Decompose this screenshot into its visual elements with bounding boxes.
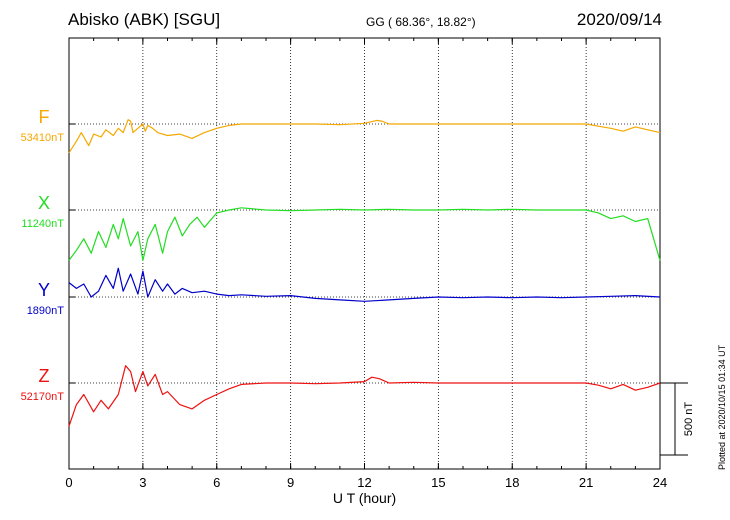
series-name-z: Z (39, 366, 50, 386)
series-line-z (68, 365, 661, 427)
series-baseline-label: 53410nT (21, 132, 65, 144)
series-line-x (68, 207, 661, 261)
x-tick-label: 12 (357, 475, 371, 490)
x-tick-label: 18 (505, 475, 519, 490)
x-tick-label: 6 (213, 475, 220, 490)
x-tick-label: 9 (287, 475, 294, 490)
x-tick-label: 3 (139, 475, 146, 490)
x-tick-label: 0 (65, 475, 72, 490)
series-line-y (68, 267, 661, 302)
coordinates-label: GG ( 68.36°, 18.82°) (366, 15, 476, 29)
series-baseline-label: 1890nT (27, 305, 65, 317)
scale-bar-label: 500 nT (683, 402, 695, 437)
x-tick-label: 15 (431, 475, 445, 490)
date-label: 2020/09/14 (576, 10, 662, 29)
plotted-note: Plotted at 2020/10/15 01:34 UT (717, 344, 727, 470)
x-axis-label: U T (hour) (333, 490, 396, 506)
station-title: Abisko (ABK) [SGU] (68, 10, 221, 29)
series-name-y: Y (38, 280, 50, 300)
x-tick-label: 24 (653, 475, 667, 490)
series-baseline-label: 52170nT (21, 391, 65, 403)
series-name-f: F (39, 107, 50, 127)
series-baseline-label: 11240nT (21, 218, 64, 230)
series-line-f (68, 119, 661, 154)
series-name-x: X (38, 193, 50, 213)
x-tick-label: 21 (579, 475, 593, 490)
